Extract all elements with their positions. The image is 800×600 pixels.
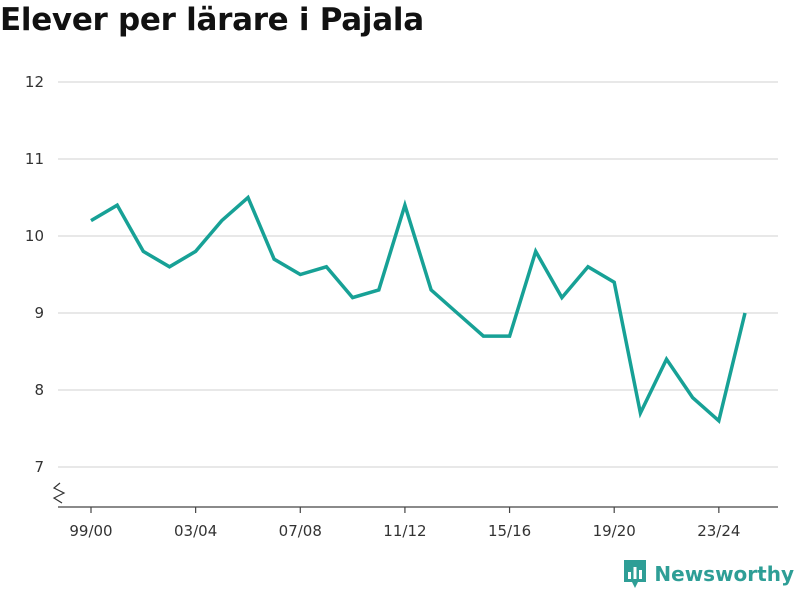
x-tick-label: 11/12 [383,522,426,540]
series [90,194,747,425]
y-tick-label: 11 [25,150,44,168]
chart-bars-icon [624,560,647,588]
y-tick-label: 12 [25,73,44,91]
series-line [90,194,747,425]
y-tick-label: 10 [25,227,44,245]
grid-lines [58,81,778,468]
axis-break-icon [52,482,66,504]
x-tick-label: 07/08 [279,522,322,540]
x-tick-label: 03/04 [174,522,217,540]
y-tick-label: 7 [34,458,44,476]
y-axis: 7 8 9 10 11 12 [25,73,44,476]
x-tick-label: 19/20 [593,522,636,540]
x-tick-label: 15/16 [488,522,531,540]
x-tick-label: 23/24 [697,522,740,540]
chart-title: Elever per lärare i Pajala [0,2,424,38]
newsworthy-logo: Newsworthy [622,558,794,590]
x-axis: 99/00 03/04 07/08 11/12 15/16 19/20 23/24 [52,482,778,540]
y-tick-label: 8 [34,381,44,399]
brand-name: Newsworthy [654,562,794,586]
y-tick-label: 9 [34,304,44,322]
x-tick-label: 99/00 [69,522,112,540]
